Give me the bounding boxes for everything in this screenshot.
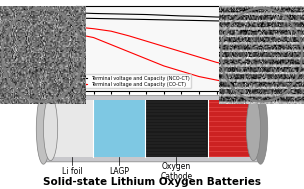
Text: LAGP: LAGP	[109, 167, 129, 176]
Bar	[93, 100, 145, 157]
Bar	[50, 100, 93, 157]
FancyBboxPatch shape	[42, 96, 262, 162]
Ellipse shape	[254, 93, 268, 164]
Text: Li foil: Li foil	[62, 167, 82, 176]
Text: Solid-state Lithium Oxygen Batteries: Solid-state Lithium Oxygen Batteries	[43, 177, 261, 187]
Ellipse shape	[43, 97, 58, 161]
Bar	[208, 100, 254, 157]
Text: Oxygen
Cathode: Oxygen Cathode	[160, 162, 192, 181]
Legend: Terminal voltage and Capacity (NCO-CT), Terminal voltage and Capacity (CO-CT): Terminal voltage and Capacity (NCO-CT), …	[78, 74, 191, 88]
Ellipse shape	[246, 97, 261, 161]
Bar	[145, 100, 208, 157]
X-axis label: Cycle Number: Cycle Number	[125, 108, 185, 117]
Ellipse shape	[36, 93, 50, 164]
